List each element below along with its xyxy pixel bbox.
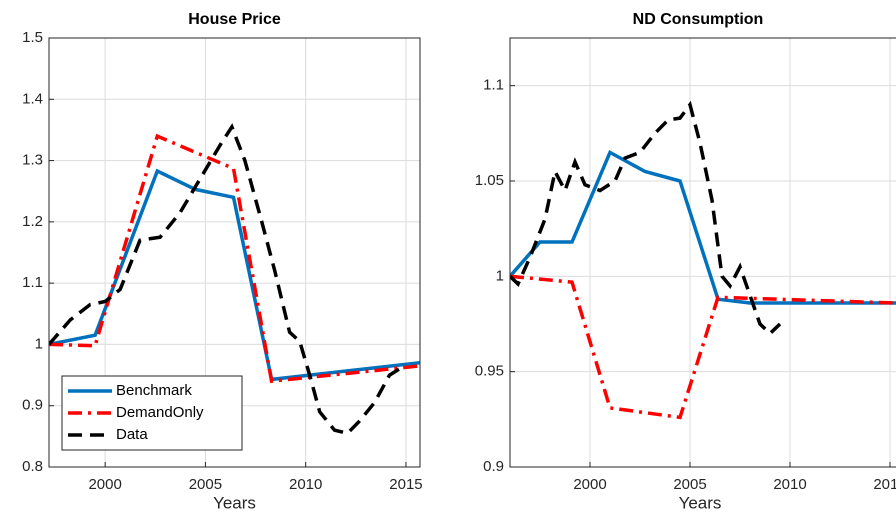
legend: Benchmark DemandOnly Data [61, 375, 243, 451]
legend-label: Benchmark [116, 382, 192, 399]
y-tick-label: 0.95 [475, 363, 504, 380]
x-tick-label: 2000 [573, 476, 606, 493]
plot: 0.8 0.9 1 1.1 1.2 1.3 1.4 1.5 2000 2005 2010 2015 Ho… [22, 11, 423, 512]
y-tick-label: 1.2 [22, 213, 43, 230]
y-tick-label: 1.3 [22, 152, 43, 169]
x-tick-label: 2015 [389, 476, 422, 493]
series-line [510, 274, 896, 420]
x-tick-label: 2010 [773, 476, 806, 493]
y-tick-label: 1.05 [475, 172, 504, 189]
chart-title: ND Consumption [633, 11, 764, 28]
series-line [49, 133, 420, 384]
y-tick-label: 1 [496, 267, 504, 284]
y-tick-label: 1.5 [22, 29, 43, 46]
series-line [510, 149, 896, 305]
x-tick-label: 2010 [289, 476, 322, 493]
y-tick-label: 1.4 [22, 90, 43, 107]
x-tick-label: 2005 [673, 476, 706, 493]
chart-title: House Price [188, 11, 281, 28]
y-tick-label: 0.8 [22, 458, 43, 475]
legend-box [61, 375, 243, 451]
plot-frame [48, 37, 421, 468]
x-axis-label: Years [213, 493, 256, 512]
x-tick-label: 2000 [88, 476, 121, 493]
legend-label: Data [116, 426, 148, 443]
y-tick-label: 1.1 [483, 77, 504, 94]
legend-label: DemandOnly [116, 404, 204, 421]
y-tick-label: 1.1 [22, 274, 43, 291]
series-line [510, 100, 782, 336]
series-line [49, 123, 401, 436]
x-tick-label: 2015 [873, 476, 896, 493]
plot-frame [509, 37, 896, 468]
x-tick-label: 2005 [189, 476, 222, 493]
y-tick-label: 1 [35, 335, 43, 352]
x-axis-label: Years [679, 493, 722, 512]
plot: 0.9 0.95 1 1.05 1.1 2000 2005 2010 2015 ND Consum… [475, 11, 896, 512]
y-tick-label: 0.9 [483, 458, 504, 475]
y-tick-label: 0.9 [22, 397, 43, 414]
